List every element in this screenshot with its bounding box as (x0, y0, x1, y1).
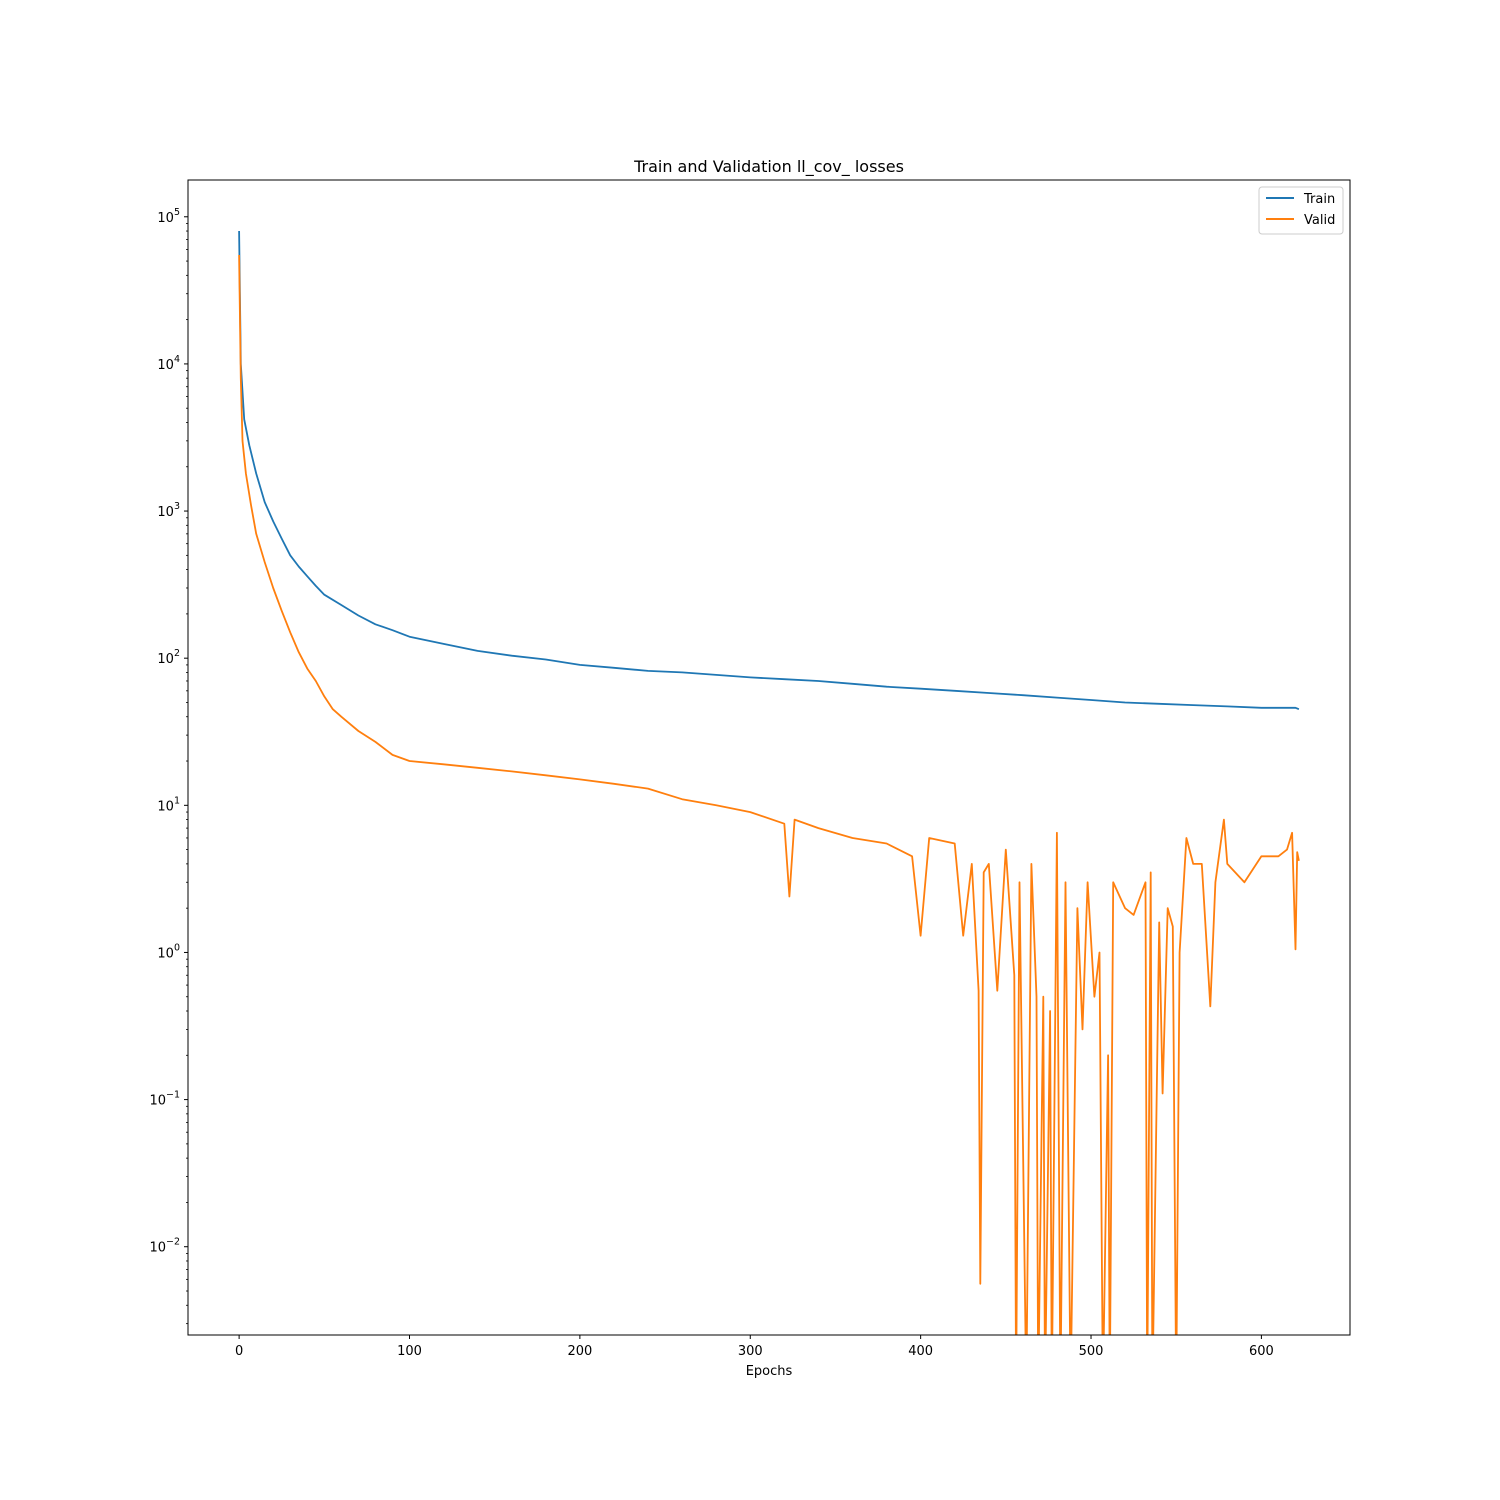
x-tick-label: 100 (397, 1344, 422, 1359)
legend: Train Valid (1258, 186, 1344, 235)
plot-area (188, 180, 1350, 1335)
x-tick-label: 0 (235, 1344, 243, 1359)
series-line-train (238, 230, 1300, 711)
y-tick-label: 10−2 (149, 1237, 180, 1256)
x-axis-label: Epochs (746, 1364, 793, 1379)
y-tick-label: 102 (157, 648, 180, 667)
y-tick-label: 101 (157, 795, 180, 814)
x-tick-label: 500 (1079, 1344, 1104, 1359)
y-tick-label: 105 (157, 207, 180, 226)
y-axis-ticks: 105 104 103 102 101 100 10−1 10−2 (149, 207, 188, 1325)
x-tick-label: 400 (908, 1344, 933, 1359)
series-line-valid (238, 254, 1300, 1335)
x-axis-ticks: 0 100 200 300 400 500 600 (235, 1335, 1274, 1359)
chart-title: Train and Validation ll_cov_ losses (633, 157, 904, 177)
series-layer (238, 230, 1300, 1335)
legend-label-train: Train (1303, 192, 1335, 207)
x-tick-label: 600 (1249, 1344, 1274, 1359)
plot-frame (187, 179, 1351, 1336)
x-tick-label: 200 (567, 1344, 592, 1359)
x-tick-label: 300 (738, 1344, 763, 1359)
legend-label-valid: Valid (1304, 213, 1335, 228)
y-tick-label: 103 (157, 501, 180, 520)
y-tick-label: 100 (157, 942, 180, 961)
y-tick-label: 10−1 (149, 1090, 180, 1109)
y-tick-label: 104 (157, 354, 180, 373)
